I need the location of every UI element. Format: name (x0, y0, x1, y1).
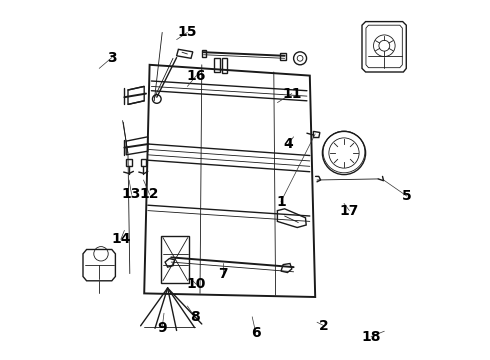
Text: 1: 1 (276, 195, 286, 208)
Text: 11: 11 (282, 87, 301, 100)
Text: 16: 16 (187, 69, 206, 82)
Text: 9: 9 (157, 321, 167, 334)
Circle shape (297, 55, 303, 61)
Text: 7: 7 (219, 267, 228, 280)
Text: 4: 4 (283, 137, 293, 151)
Circle shape (152, 95, 161, 103)
Text: 2: 2 (319, 319, 329, 333)
Text: 5: 5 (402, 189, 412, 203)
Text: 12: 12 (140, 188, 159, 201)
Text: 18: 18 (361, 330, 381, 343)
Text: 13: 13 (122, 188, 141, 201)
Text: 17: 17 (340, 204, 359, 217)
Text: 10: 10 (187, 278, 206, 291)
Text: 6: 6 (251, 326, 261, 340)
Circle shape (294, 52, 307, 65)
Text: 3: 3 (107, 51, 117, 64)
Text: 14: 14 (111, 233, 130, 246)
Text: 8: 8 (190, 310, 199, 324)
Text: 15: 15 (178, 26, 197, 39)
